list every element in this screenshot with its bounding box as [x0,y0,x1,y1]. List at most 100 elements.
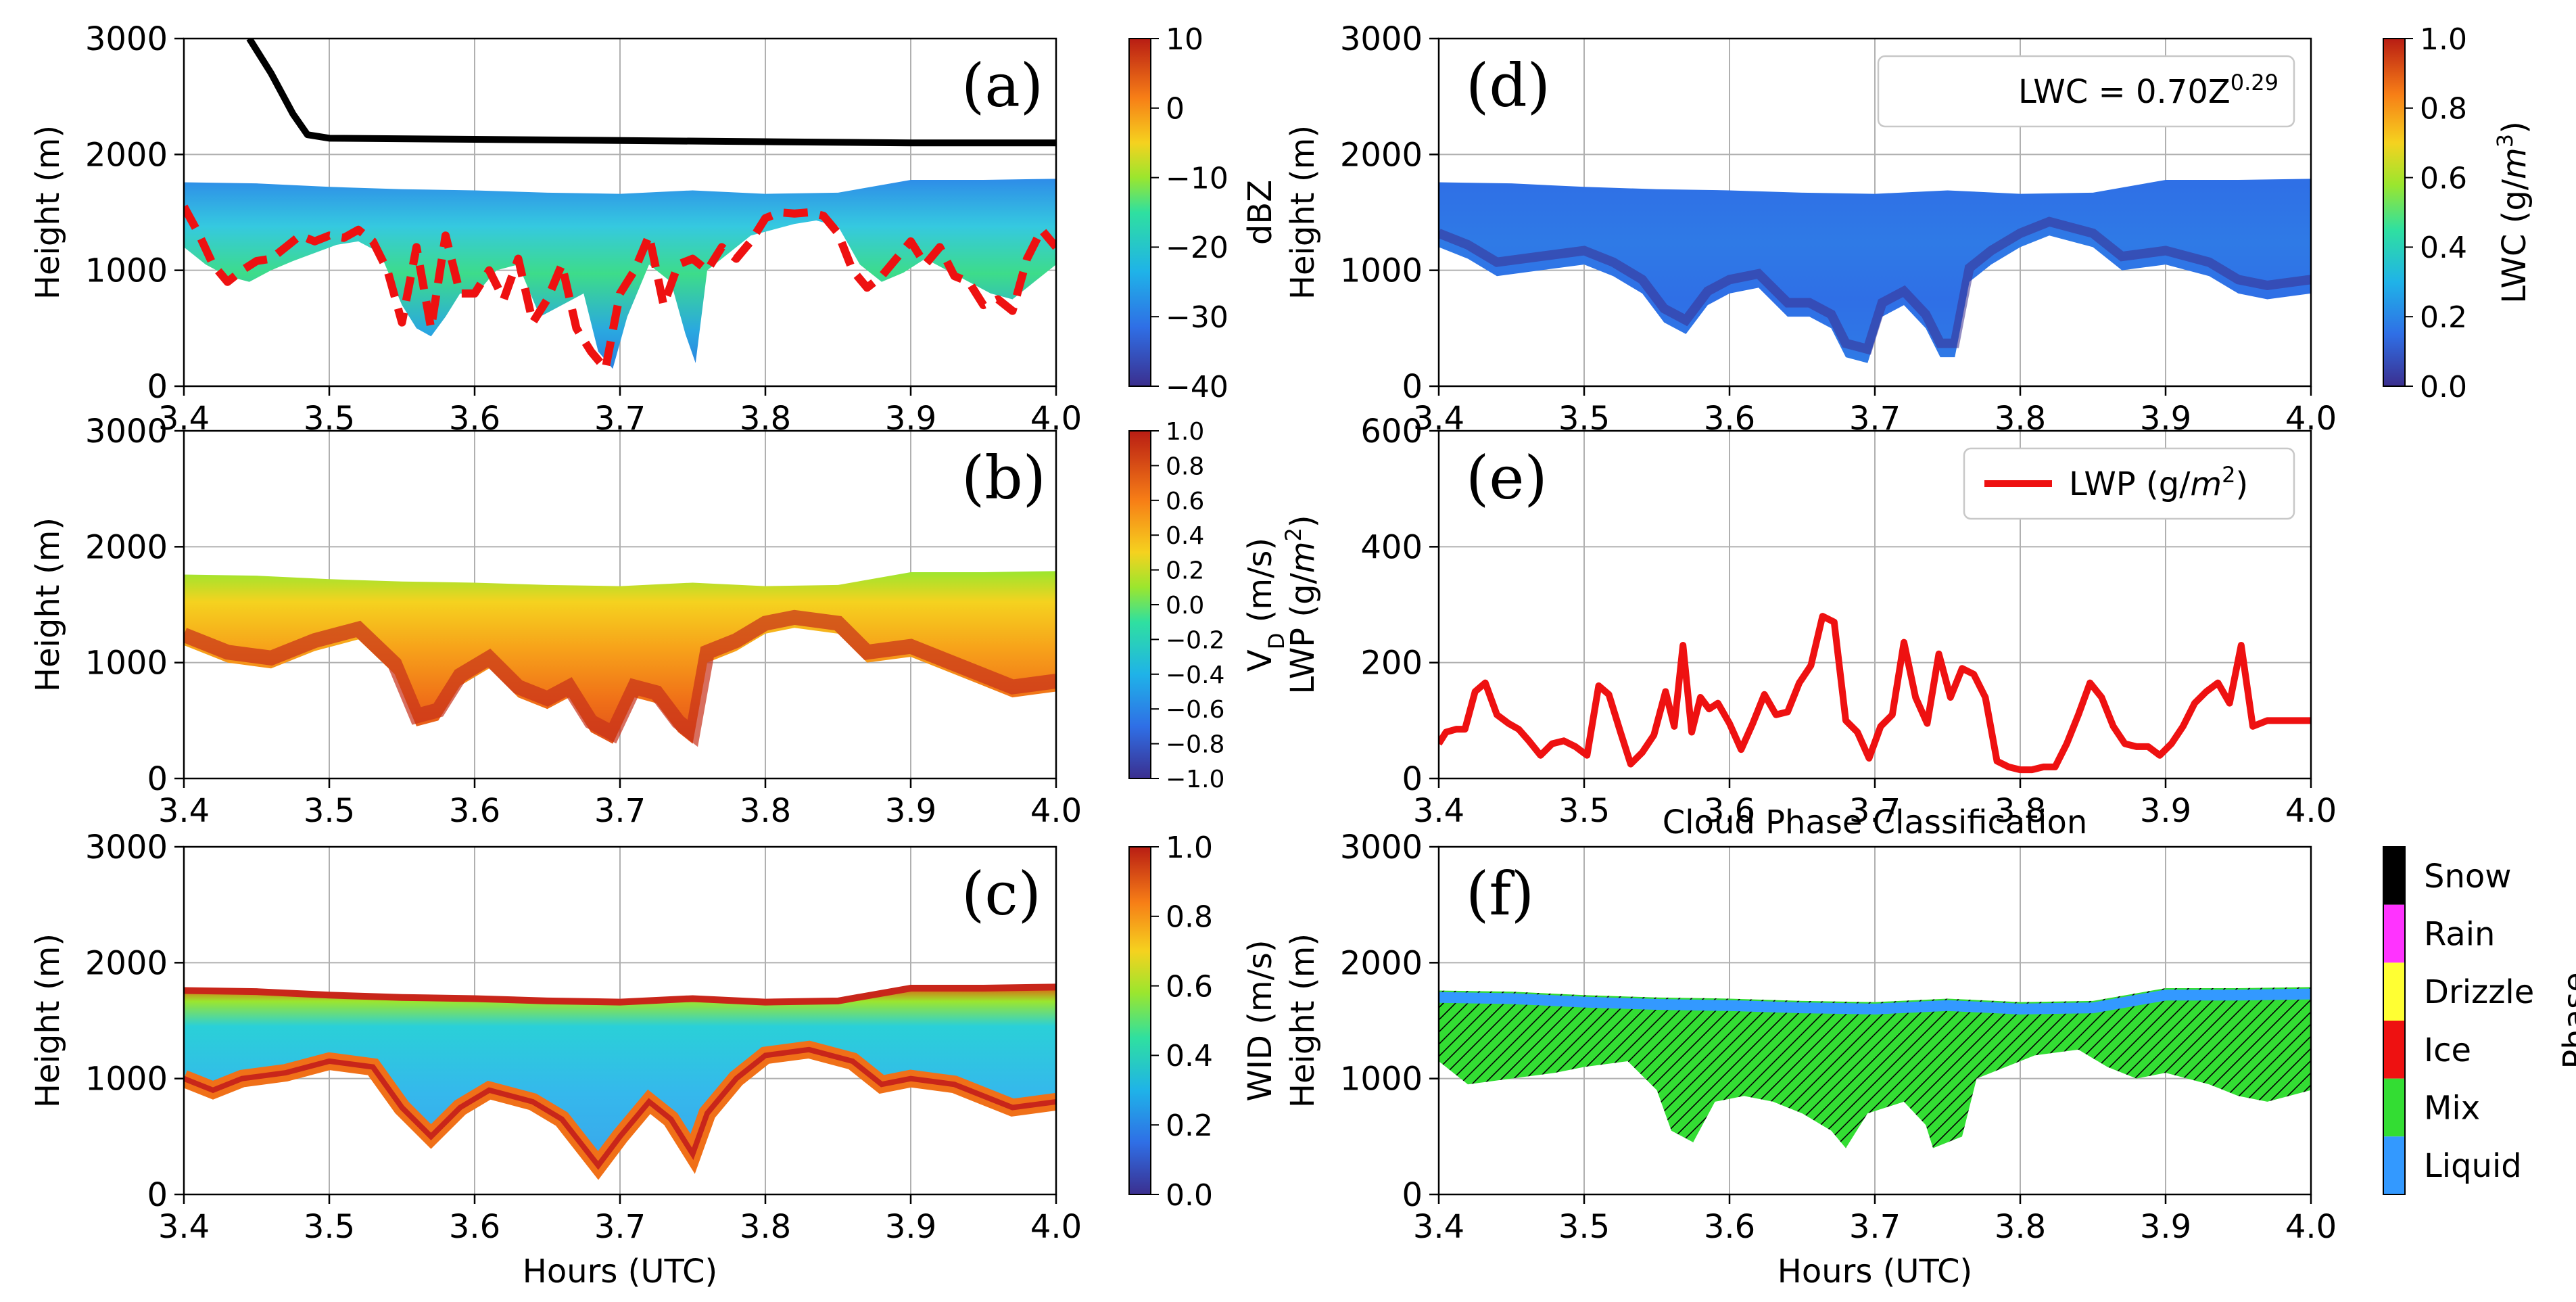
colorbar-a: 10 0 −10 −20 −30 −40 dBZ [1128,22,1279,404]
x-tick-label: 3.9 [885,1208,936,1246]
x-tick-label: 3.5 [304,1208,355,1246]
plot-area-c [184,983,1056,1180]
lwp-series-line [1439,613,2311,774]
y-tick-label: 2000 [85,136,168,174]
x-tick-label: 3.7 [1849,792,1901,830]
x-tick-label: 3.6 [1704,792,1755,830]
plot-area-e [1439,613,2311,774]
y-tick-label: 3000 [85,829,168,866]
plot-area-b [184,571,1056,747]
colorbar-tick-label: −10 [1166,161,1229,195]
x-tick-label: 3.5 [304,792,355,830]
panel-label: (c) [961,859,1041,929]
colorbar-tick-label: 10 [1166,22,1203,57]
x-tick-label: 3.5 [1558,792,1610,830]
x-tick-label: 4.0 [2285,1208,2337,1246]
colorbar-tick-label: 0.2 [1166,1109,1213,1143]
chart-title: Cloud Phase Classification [1663,804,2088,841]
colorbar-tick-label: 0.4 [2420,231,2467,265]
colorbar-tick-label: 0 [1166,92,1185,126]
x-tick-label: 4.0 [1030,1208,1082,1246]
colorbar-gradient [1128,38,1151,387]
colorbar-tick-label: 0.2 [2420,300,2467,335]
y-tick-label: 1000 [85,1061,168,1098]
legend-box [1877,55,2295,128]
y-tick-label: 3000 [1340,20,1423,58]
x-tick-label: 3.6 [1704,1208,1755,1246]
x-tick-label: 3.4 [158,792,210,830]
colorbar-tick-label: −1.0 [1166,766,1224,793]
cloud-field-f [1439,987,2311,1148]
colorbar-tick-label: 0.0 [2420,370,2467,404]
colorbar-tick-label: 0.4 [1166,522,1204,550]
panel-label: (f) [1466,859,1534,929]
colorbar-tick-label: −20 [1166,231,1229,265]
y-tick-label: 0 [147,760,168,798]
legend-label: LWP (g/m2) [2069,462,2248,503]
colorbar-gradient [1128,846,1151,1195]
x-tick-label: 4.0 [1030,792,1082,830]
colorbar-tick-label: −0.4 [1166,661,1224,689]
colorbar-label: VD (m/s) [1241,538,1289,672]
x-tick-label: 3.9 [2140,792,2191,830]
colorbar-label: dBZ [1241,180,1279,245]
colorbar-d: 1.0 0.8 0.6 0.4 0.2 0.0 LWC (g/m3) [2383,22,2533,404]
colorbar-frame [2383,846,2406,1195]
y-tick-label: 1000 [85,252,168,290]
colorbar-tick-label: 1.0 [1166,418,1204,446]
cloud-field-a [184,179,1056,369]
y-tick-label: 2000 [1340,944,1423,982]
temperature-line [246,39,1056,147]
low-lwc-band [1439,216,2311,355]
y-axis-label: Height (m) [1284,125,1322,300]
colorbar-tick-label: 0.6 [2420,161,2467,195]
legend-box [1963,447,2295,520]
phase-category-label: Rain [2424,916,2495,954]
y-tick-label: 0 [1402,760,1423,798]
y-tick-label: 1000 [85,645,168,682]
cloud-top-edge [184,983,1056,1006]
panel-label: (a) [961,51,1043,120]
y-tick-label: 0 [147,368,168,406]
phase-category-label: Liquid [2424,1147,2522,1185]
colorbar-tick-label: 0.0 [1166,592,1204,620]
y-tick-label: 200 [1360,645,1423,682]
y-tick-label: 3000 [85,20,168,58]
x-tick-label: 3.5 [1558,1208,1610,1246]
panel-label: (d) [1466,51,1550,120]
panel-b: 3.4 3.5 3.6 3.7 3.8 3.9 4.0 0 1000 2000 3000 Height… [29,413,1289,830]
colorbar-tick-label: −0.2 [1166,626,1224,654]
x-tick-label: 3.9 [2140,1208,2191,1246]
y-axis-label: Height (m) [29,933,67,1108]
y-tick-label: 0 [147,1176,168,1214]
colorbar-tick-label: 0.6 [1166,969,1213,1004]
panel-e: 3.4 3.5 3.6 3.7 3.8 3.9 4.0 0 200 400 600 LWP (g/m2… [1281,413,2337,830]
y-tick-label: 1000 [1340,252,1423,290]
cloud-base-edge-outer [184,1046,1056,1170]
panel-label: (b) [961,443,1046,513]
high-vd-band [184,609,1056,747]
y-axis-label: Height (m) [29,517,67,692]
cloud-field-d [1439,179,2311,363]
x-axis-label: Hours (UTC) [523,1253,718,1291]
colorbar-gradient [1128,430,1151,779]
cloud-field-c [184,987,1056,1166]
colorbar-f: Snow Rain Drizzle Ice Mix Liquid Phase [2383,846,2576,1195]
colorbar-swatch [2383,904,2405,963]
x-tick-label: 3.8 [1995,792,2046,830]
colorbar-label: Phase [2556,972,2576,1069]
colorbar-swatch [2383,1078,2405,1137]
x-tick-label: 3.8 [740,1208,791,1246]
y-tick-label: 600 [1360,413,1423,450]
x-tick-label: 3.7 [594,1208,646,1246]
x-tick-label: 3.4 [1413,1208,1464,1246]
phase-category-label: Mix [2424,1090,2480,1127]
colorbar-tick-label: −40 [1166,370,1229,404]
phase-category-label: Ice [2424,1031,2471,1069]
x-tick-label: 4.0 [2285,792,2337,830]
colorbar-label: LWC (g/m3) [2492,121,2533,304]
y-axis-label: Height (m) [29,125,67,300]
x-tick-label: 3.7 [1849,1208,1901,1246]
y-tick-label: 2000 [1340,136,1423,174]
y-tick-label: 2000 [85,944,168,982]
